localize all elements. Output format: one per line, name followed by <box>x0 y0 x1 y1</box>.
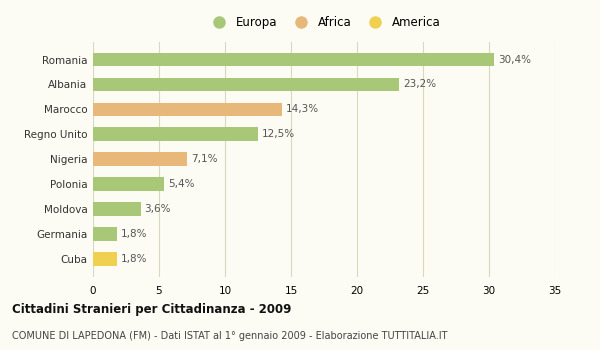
Text: COMUNE DI LAPEDONA (FM) - Dati ISTAT al 1° gennaio 2009 - Elaborazione TUTTITALI: COMUNE DI LAPEDONA (FM) - Dati ISTAT al … <box>12 331 448 341</box>
Text: 23,2%: 23,2% <box>403 79 436 90</box>
Text: 1,8%: 1,8% <box>121 229 147 239</box>
Bar <box>93 152 187 166</box>
Bar <box>93 103 282 116</box>
Bar <box>93 202 140 216</box>
Text: 5,4%: 5,4% <box>168 179 195 189</box>
Bar <box>93 127 258 141</box>
Text: 30,4%: 30,4% <box>498 55 531 64</box>
Bar <box>93 177 164 191</box>
Text: 3,6%: 3,6% <box>145 204 171 214</box>
Legend: Europa, Africa, America: Europa, Africa, America <box>205 14 443 32</box>
Text: 12,5%: 12,5% <box>262 129 295 139</box>
Text: 14,3%: 14,3% <box>286 104 319 114</box>
Bar <box>93 227 117 241</box>
Bar <box>93 78 399 91</box>
Text: Cittadini Stranieri per Cittadinanza - 2009: Cittadini Stranieri per Cittadinanza - 2… <box>12 303 292 316</box>
Text: 7,1%: 7,1% <box>191 154 217 164</box>
Text: 1,8%: 1,8% <box>121 254 147 264</box>
Bar <box>93 52 494 66</box>
Bar <box>93 252 117 266</box>
